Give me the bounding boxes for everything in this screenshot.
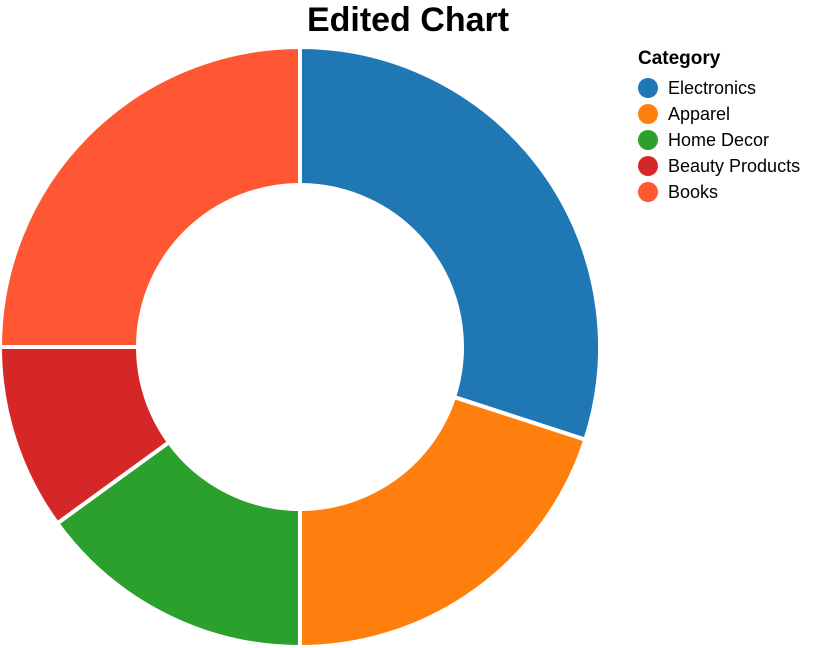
legend-item-beauty-products: Beauty Products: [638, 153, 800, 179]
slice-books: [0, 45, 302, 349]
legend-label-apparel: Apparel: [668, 103, 731, 124]
legend-items: Electronics Apparel Home Decor Beauty Produ…: [638, 75, 800, 205]
legend-label-electronics: Electronics: [668, 77, 757, 98]
slice-home-decor: [55, 440, 302, 648]
slice-apparel: [298, 395, 588, 648]
legend-item-apparel: Apparel: [638, 101, 800, 127]
legend-item-electronics: Electronics: [638, 75, 800, 101]
legend-swatch-electronics: [638, 78, 658, 98]
legend-label-beauty-products: Beauty Products: [668, 155, 801, 176]
slice-electronics: [298, 45, 602, 442]
legend-swatch-books: [638, 182, 658, 202]
legend-swatch-home-decor: [638, 130, 658, 150]
donut-slices: [0, 45, 602, 648]
legend-item-books: Books: [638, 179, 800, 205]
chart-title: Edited Chart: [306, 1, 510, 39]
legend-label-books: Books: [668, 181, 719, 202]
legend-swatch-apparel: [638, 104, 658, 124]
legend-swatch-beauty-products: [638, 156, 658, 176]
legend: Category Electronics Apparel Home Decor Bea…: [638, 48, 800, 205]
legend-item-home-decor: Home Decor: [638, 127, 800, 153]
legend-title: Category: [638, 48, 721, 69]
legend-label-home-decor: Home Decor: [668, 129, 770, 150]
